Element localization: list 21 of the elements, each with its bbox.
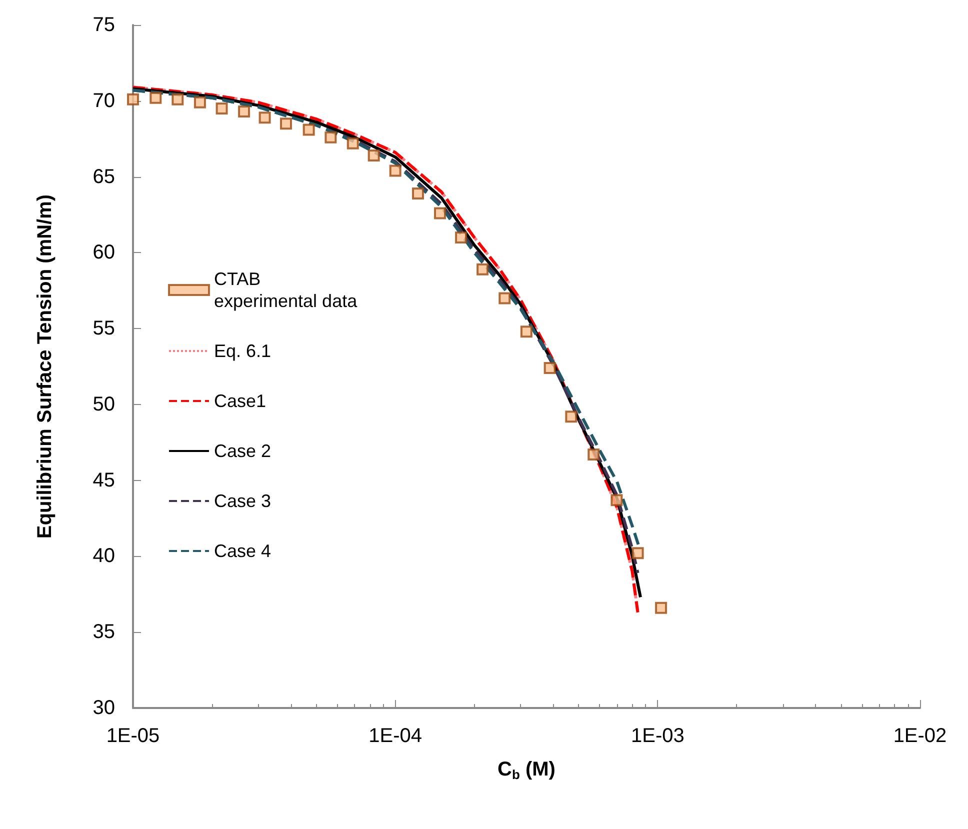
y-axis-title: Equilibrium Surface Tension (mN/m) bbox=[34, 194, 56, 539]
y-tick-label: 55 bbox=[92, 318, 115, 340]
y-tick-label: 50 bbox=[92, 393, 115, 416]
legend-label: Case 2 bbox=[214, 441, 272, 461]
x-tick-label: 1E-04 bbox=[368, 725, 422, 747]
y-tick-label: 65 bbox=[92, 166, 115, 188]
x-tick-label: 1E-05 bbox=[106, 725, 160, 747]
y-tick-label: 70 bbox=[92, 90, 115, 112]
x-tick-label: 1E-02 bbox=[893, 725, 947, 747]
y-tick-label: 40 bbox=[92, 545, 115, 568]
y-tick-label: 30 bbox=[92, 697, 115, 719]
legend-label: CTAB experimental data bbox=[214, 269, 358, 311]
y-tick-label: 60 bbox=[92, 242, 115, 264]
y-tick-label: 45 bbox=[92, 469, 115, 492]
legend-label: Eq. 6.1 bbox=[214, 341, 272, 361]
x-tick-label: 1E-03 bbox=[630, 725, 684, 747]
legend-label: Case 3 bbox=[214, 491, 272, 511]
legend-label: Case1 bbox=[214, 391, 266, 411]
y-tick-label: 75 bbox=[92, 14, 115, 36]
legend-label: Case 4 bbox=[214, 541, 272, 561]
y-tick-label: 35 bbox=[92, 621, 115, 644]
